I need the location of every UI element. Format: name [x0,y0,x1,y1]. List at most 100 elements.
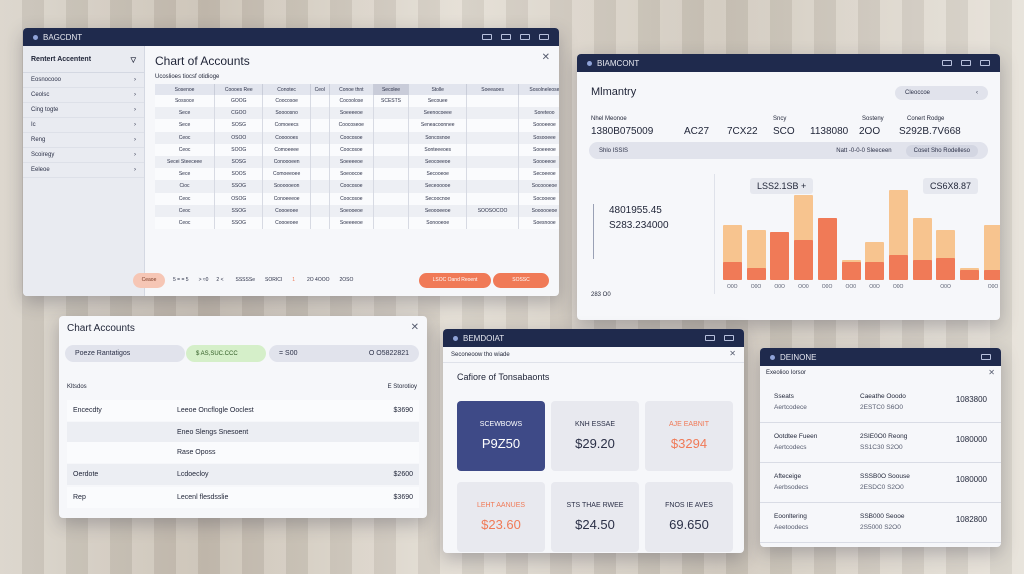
stat-caption: Sncy [773,116,787,122]
chevron-right-icon: › [134,122,136,128]
pager-text[interactable]: SORICI [264,277,283,283]
table-cell: OSOG [214,192,264,205]
column-header[interactable]: Sosolneleose [518,84,559,95]
item-amount: 1082800 [955,515,987,524]
pager-text[interactable]: 2 < [216,277,224,283]
table-cell: Ceoc [155,131,216,144]
sidebar-item-label: Reng [31,137,46,143]
table-cell: Ceoc [155,216,216,230]
column-header[interactable]: Stolle [408,84,468,95]
close-icon[interactable]: ✕ [729,349,736,358]
table-row[interactable]: Secei Steeceee SOSG Conoooeen Soeeeeoe Seoco… [155,155,559,169]
list-item[interactable]: Sseats Aertcodece Caeathe Ooodo 2ESTC0 S6O0… [760,383,1001,423]
table-cell [373,155,410,169]
table-row[interactable]: Ceoc SSOG Coooeoee Soeooeoe Seoooeeoe SOOSOCO… [155,204,559,217]
minimize-icon[interactable] [705,335,715,341]
sidebar-item[interactable]: Reng › [23,133,144,148]
title-bar: DEINONE [760,348,1001,366]
summary-card[interactable]: FNOS IE AVES 69.650 [645,482,733,552]
table-row[interactable]: Cioc SSOG Soooooeon Coocosoe Seceooooe Socooo… [155,180,559,193]
table-row[interactable]: Sossoce GOOG Coocosoe Cocoolose SCESTS Secoue… [155,95,559,108]
column-header[interactable]: Conotec [262,84,311,95]
transactions-window: BEMDOIAT Seconeoow tho wiade ✕ Cafiore o… [443,329,744,553]
chevron-down-icon[interactable]: ▽ [130,57,136,64]
column-header[interactable]: Coooes Ree [214,84,264,95]
split-icon[interactable] [501,34,511,40]
table-cell: SSOG [214,216,264,230]
filter-chip[interactable]: Poeze Rantatigos [65,345,185,362]
summary-card[interactable]: STS THAE RWEE $24.50 [551,482,639,552]
close-window-icon[interactable] [724,335,734,341]
summary-chip[interactable]: = S00 O O5822821 [269,345,419,362]
pager-text[interactable]: SSSSSe [235,277,255,283]
expenses-window: DEINONE Exeolioo Iorsor ✕ Sseats Aertcode… [760,348,1001,547]
search-input[interactable]: Cleoccoe ‹ [895,86,988,100]
page-title: Mlmantry [591,86,637,98]
card-value: $24.50 [575,517,615,532]
primary-action-button[interactable]: LSOC Oand Reoent [419,272,491,288]
table-cell [373,131,410,144]
pager-text[interactable]: 1 [292,277,295,283]
summary-card[interactable]: KNH ESSAE $29.20 [551,401,639,471]
column-header[interactable]: Sosenoe [155,84,216,95]
item-subtitle: Aerbsodecs [774,484,809,491]
sidebar-item[interactable]: Ic › [23,118,144,133]
list-item[interactable]: Ootdtee Fueen Aertcodecs 2SIE0O0 Reong SS1C… [760,423,1001,463]
summary-card[interactable]: LEHT AANUES $23.60 [457,482,545,552]
column-header[interactable]: Soeeaoes [466,84,519,95]
chart-bar [983,225,1000,280]
table-row[interactable]: Ceoc SOOG Comoeeee Coocosoe Sonteeeoes Sooeee… [155,143,559,156]
secondary-action-button[interactable]: SOSSC [493,272,549,288]
sidebar-header[interactable]: Rentert Accentent ▽ [23,46,144,73]
item-title: Sseats [774,393,794,400]
close-window-icon[interactable] [980,60,990,66]
maximize-icon[interactable] [520,34,530,40]
close-window-icon[interactable] [539,34,549,40]
chart-bar-highlight [723,262,742,280]
list-item[interactable]: Eoonltering Aeetoodecs SSB000 Seooe 2S5000 … [760,503,1001,543]
list-item[interactable]: Afteceige Aerbsodecs SSSB0O Soouse 2ESDC0 S… [760,463,1001,503]
column-header[interactable]: Secolee [373,84,410,95]
table-row[interactable]: Ceoc OSOO Coooooes Coocosoe Soncosnoe Sosooee… [155,131,559,144]
column-header[interactable]: Conoe thnt [329,84,374,95]
chevron-left-icon[interactable]: ‹ [976,90,978,96]
filter-right-chip[interactable]: Coset Sho Rodelleso [905,144,978,157]
sidebar-item[interactable]: Ceolsc › [23,88,144,103]
sidebar-item[interactable]: Eosnocooo › [23,73,144,88]
pager-text[interactable]: > ≈0 [198,277,209,283]
amount-chip[interactable]: $ AS,SUC.CCC [186,345,266,362]
close-icon[interactable]: ✕ [541,52,550,63]
table-row[interactable]: Ceoc SSOG Coooeoee Soeeeeoe Sonooeoe Soesnooe [155,216,559,230]
x-tick-label: O0O [821,284,833,290]
sidebar-item[interactable]: Eeleoe › [23,163,144,178]
table-row[interactable]: Sece CGOO Soooosno Soeeeeoe Seenocoeee Sorete… [155,107,559,120]
title-bar: BAGCDNT [23,28,559,46]
list-item[interactable]: Oerdote Lcdoecloy $2600 [67,464,419,485]
chevron-right-icon: › [134,107,136,113]
footer-left-button[interactable]: Ceaoe [133,272,165,288]
summary-card[interactable]: AJE EABNIT $3294 [645,401,733,471]
sidebar-item[interactable]: Cing togte › [23,103,144,118]
list-item[interactable]: Rase Oposs [67,442,419,463]
close-window-icon[interactable] [981,354,991,360]
table-row[interactable]: Ceoc OSOG Conoeeeoe Coocosoe Secoocnoe Socooe… [155,192,559,205]
list-item[interactable]: Rep Lecenl flesdsslie $3690 [67,487,419,508]
column-header[interactable]: Ceol [310,84,330,95]
close-icon[interactable]: ✕ [988,368,995,377]
filter-bar[interactable]: Shlo ISSIS Natt -0-0-0 Sleeceen Coset Sh… [589,142,988,159]
minimize-icon[interactable] [942,60,952,66]
pager-text[interactable]: 5 = = 5 [173,277,189,283]
summary-card[interactable]: SCEWBOWS P9Z50 [457,401,545,471]
accounts-table: Sosenoe Coooes Ree Conotec Ceol Conoe thnt Se… [155,84,559,230]
minimize-icon[interactable] [482,34,492,40]
table-row[interactable]: Sece SOSG Comoeecs Coocoseoe Seneacoonnee Soo… [155,119,559,132]
stat-value: 7CX22 [727,126,758,137]
table-row[interactable]: Sece SOOS Comoeeoee Soeoocoe Secooeoe Secoeeo… [155,168,559,181]
maximize-icon[interactable] [961,60,971,66]
account-description: Leeoe Oncflogle Ooclest [177,407,254,414]
table-cell: Soooooeoe [518,204,559,217]
list-item[interactable]: Encecdty Leeoe Oncflogle Ooclest $3690 [67,400,419,421]
close-icon[interactable]: ✕ [410,322,419,333]
list-item[interactable]: Eneo Slengs Snesoent [67,422,419,443]
sidebar-item[interactable]: Scoiregy › [23,148,144,163]
